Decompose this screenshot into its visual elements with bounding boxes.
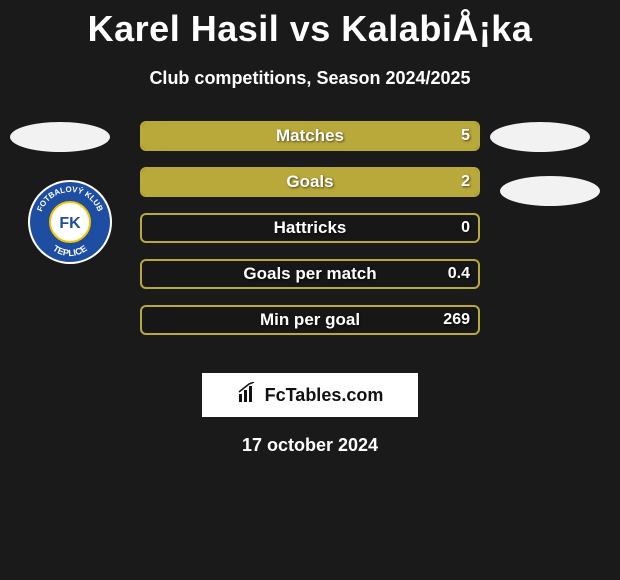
brand-badge[interactable]: FcTables.com [202,373,418,417]
chart-icon [237,382,259,409]
stat-value: 269 [443,311,470,329]
stat-label: Hattricks [274,218,347,238]
comparison-infographic: Karel Hasil vs KalabiÅ¡ka Club competiti… [0,0,620,580]
page-title: Karel Hasil vs KalabiÅ¡ka [0,0,620,50]
stat-label: Goals [286,172,333,192]
stat-value: 2 [461,173,470,191]
stat-row: Matches 5 [140,121,480,151]
stat-value: 5 [461,127,470,145]
stat-row: Goals 2 [140,167,480,197]
stat-label: Matches [276,126,344,146]
stat-row: Min per goal 269 [140,305,480,335]
stat-row: Goals per match 0.4 [140,259,480,289]
stats-area: Matches 5 Goals 2 Hattricks 0 Goals per match 0… [0,121,620,361]
stat-label: Min per goal [260,310,360,330]
stat-label: Goals per match [243,264,376,284]
subtitle: Club competitions, Season 2024/2025 [0,68,620,89]
stat-row: Hattricks 0 [140,213,480,243]
brand-text: FcTables.com [265,385,384,406]
stat-value: 0.4 [448,265,470,283]
date-text: 17 october 2024 [0,435,620,456]
stat-value: 0 [461,219,470,237]
